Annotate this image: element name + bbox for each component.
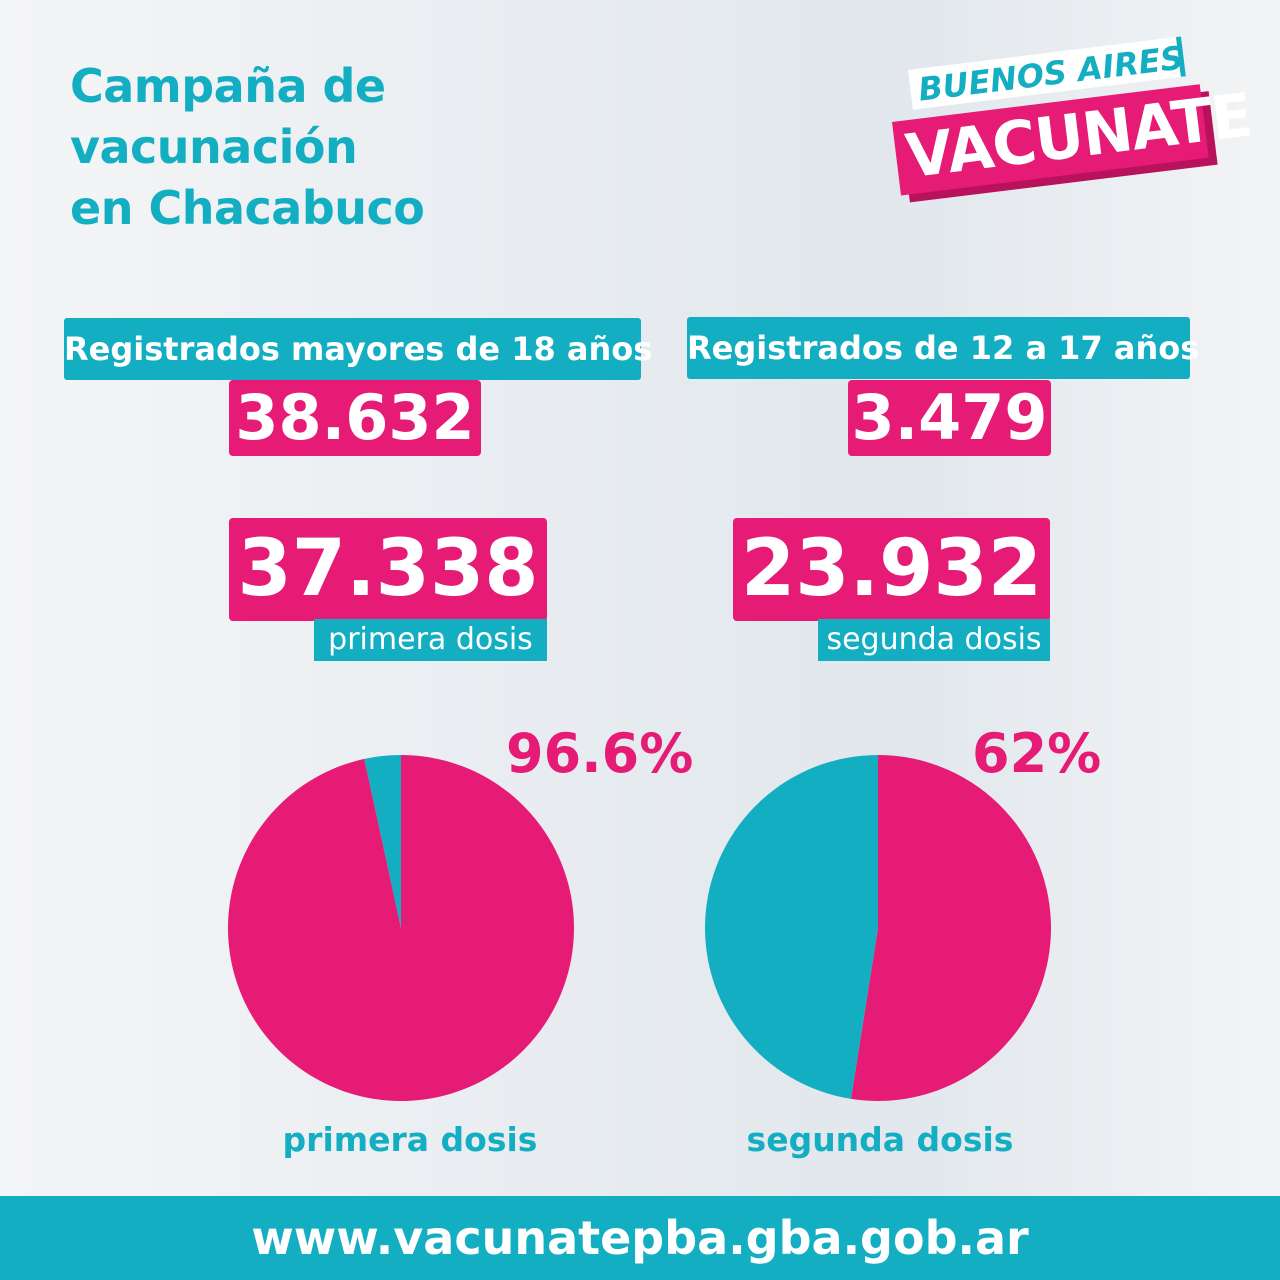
primera-dosis-pie-caption: primera dosis — [282, 1120, 538, 1159]
segunda-dosis-value: 23.932 — [733, 518, 1050, 621]
buenos-aires-vacunate-logo: BUENOS AIRES VACUNATE — [880, 36, 1256, 208]
segunda-dosis-pie-caption: segunda dosis — [746, 1120, 1014, 1159]
primera-dosis-label: primera dosis — [314, 619, 547, 661]
segunda-dosis-pie — [705, 755, 1051, 1101]
primera-dosis-pie-svg — [228, 755, 574, 1101]
registrados-jovenes-label: Registrados de 12 a 17 años — [687, 317, 1199, 379]
primera-dosis-pie — [228, 755, 574, 1101]
pie-1-slice-1 — [705, 755, 878, 1099]
segunda-dosis-percentage: 62% — [972, 722, 1102, 785]
footer-bar: www.vacunatepba.gba.gob.ar — [0, 1196, 1280, 1280]
segunda-dosis-pie-svg — [705, 755, 1051, 1101]
registrados-adultos-value: 38.632 — [229, 380, 481, 456]
title-line-3: en Chacabuco — [70, 181, 425, 235]
registrados-jovenes-value: 3.479 — [848, 380, 1051, 456]
pie-0-slice-1 — [364, 755, 401, 928]
primera-dosis-value: 37.338 — [229, 518, 547, 621]
title-line-1: Campaña de — [70, 59, 386, 113]
page-title: Campaña de vacunación en Chacabuco — [70, 56, 590, 239]
title-line-2: vacunación — [70, 120, 358, 174]
registrados-adultos-label: Registrados mayores de 18 años — [64, 318, 652, 380]
footer-url-link[interactable]: www.vacunatepba.gba.gob.ar — [251, 1211, 1029, 1265]
segunda-dosis-label: segunda dosis — [818, 619, 1050, 661]
pie-1-slice-0 — [850, 755, 1051, 1101]
primera-dosis-percentage: 96.6% — [506, 722, 694, 785]
